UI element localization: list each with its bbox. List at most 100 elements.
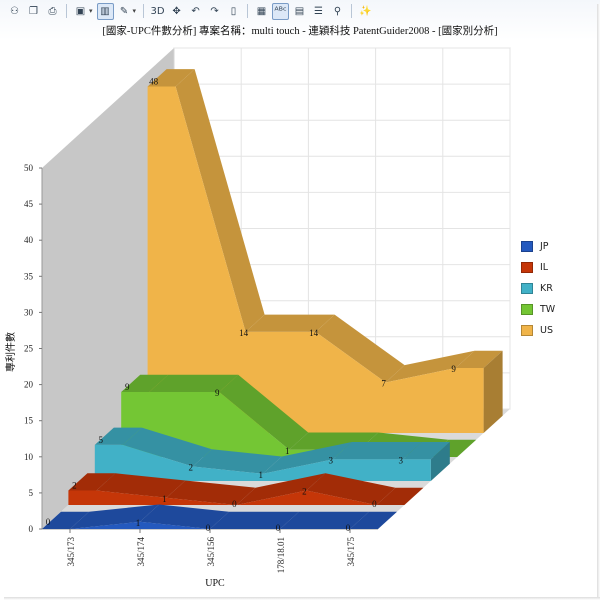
data-label: 7 (381, 378, 386, 388)
data-label: 9 (451, 364, 456, 374)
series-front-face (94, 444, 431, 481)
data-label: 1 (259, 470, 264, 480)
legend-item-tw[interactable]: TW (521, 299, 555, 320)
data-label: 0 (206, 523, 211, 533)
legend-swatch (521, 304, 533, 315)
series-top-face (192, 449, 282, 474)
series-top-face (122, 427, 212, 467)
series-front-face (42, 521, 378, 529)
series-top-face (147, 69, 195, 87)
y-tick-label: 25 (24, 344, 34, 354)
y-tick-label: 0 (29, 524, 34, 534)
legend-button[interactable]: ☰ (310, 3, 327, 20)
gridlines-icon: ▤ (294, 5, 305, 17)
legend-swatch (521, 262, 533, 273)
toolbar-separator (66, 4, 67, 18)
rotate-right-icon: ↷ (210, 5, 219, 17)
book-icon: ▯ (230, 5, 237, 17)
legend-label: JP (540, 241, 549, 252)
data-label: 1 (136, 518, 141, 528)
series-front-face (68, 490, 405, 505)
book-button[interactable]: ▯ (225, 3, 242, 20)
gridlines-button[interactable]: ▤ (291, 3, 308, 20)
series-top-face (70, 504, 160, 529)
series-top-face (140, 504, 230, 529)
y-tick-label: 30 (24, 307, 34, 317)
move-button[interactable]: ✥ (168, 3, 185, 20)
data-label: 9 (125, 382, 130, 392)
wand-button[interactable]: ✨ (357, 3, 374, 20)
palette-button[interactable]: ✎ (116, 3, 133, 20)
legend-item-jp[interactable]: JP (521, 236, 555, 257)
palette-icon: ✎ (119, 5, 129, 17)
y-tick-label: 20 (24, 380, 34, 390)
series-top-face (262, 442, 352, 474)
y-tick-label: 35 (24, 271, 34, 281)
data-label: 0 (346, 523, 351, 533)
data-label: 3 (399, 455, 404, 465)
chart-title: [國家-UPC件數分析] 專案名稱：multi touch - 連穎科技 Pat… (102, 26, 498, 37)
legend-swatch (521, 283, 533, 294)
series-top-face (455, 350, 503, 369)
frame-shadow-bottom (4, 597, 600, 600)
legend-item-kr[interactable]: KR (521, 278, 555, 299)
toolbar-separator (247, 4, 249, 18)
series-us: 48 14 14 7 9 (147, 69, 503, 433)
series-side-face (483, 350, 503, 433)
dropdown-arrow-icon[interactable]: ▾ (89, 7, 93, 15)
label-button[interactable]: ᴬᴮᶜ (272, 2, 290, 20)
users-icon: ⚇ (10, 5, 19, 17)
series-top-face (315, 314, 405, 383)
3d-icon: 3D (150, 5, 165, 17)
x-tick-label: 345/173 (66, 537, 76, 567)
rotate-left-icon: ↶ (191, 5, 200, 17)
data-label: 0 (372, 499, 377, 509)
data-label: 9 (215, 388, 220, 398)
chart-toolbar: ⚇ ❐ ⎙ ▣ ▾ ▥ ✎ ▾ 3D ✥ ↶ ↷ ▯ ▦ ᴬᴮᶜ ▤ ☰ ⚲ ✨ (0, 0, 600, 22)
chart-legend: JP IL KR TW US (521, 236, 555, 341)
legend-item-us[interactable]: US (521, 320, 555, 341)
copy-button[interactable]: ❐ (25, 3, 42, 20)
label-icon: ᴬᴮᶜ (274, 5, 287, 17)
chart-type-icon: ▥ (100, 5, 110, 17)
series-side-face (430, 442, 450, 481)
series-front-face (147, 86, 484, 433)
y-tick-label: 5 (29, 488, 34, 498)
legend-label: KR (540, 283, 553, 294)
data-label: 1 (162, 494, 167, 504)
rotate-right-button[interactable]: ↷ (206, 3, 223, 20)
legend-item-il[interactable]: IL (521, 257, 555, 278)
data-label: 1 (285, 446, 290, 456)
data-label: 0 (276, 523, 281, 533)
series-top-face (219, 374, 309, 450)
series-top-face (332, 442, 422, 460)
data-label: 48 (149, 76, 159, 86)
series-top-face (149, 374, 239, 393)
series-top-face (210, 511, 300, 529)
data-label: 0 (232, 499, 237, 509)
legend-swatch (521, 325, 533, 336)
zoom-button[interactable]: ⚲ (329, 3, 346, 20)
data-table-button[interactable]: ▦ (253, 3, 270, 20)
users-button[interactable]: ⚇ (6, 3, 23, 20)
legend-icon: ☰ (314, 5, 324, 17)
series-top-face (68, 473, 116, 491)
copy-icon: ❐ (29, 5, 38, 17)
series-top-face (175, 69, 265, 332)
image-button[interactable]: ▣ (72, 3, 89, 20)
series-top-face (376, 487, 424, 505)
chart-type-button[interactable]: ▥ (96, 2, 114, 20)
series-top-face (94, 427, 142, 445)
rotate-left-button[interactable]: ↶ (187, 3, 204, 20)
wand-icon: ✨ (359, 5, 372, 17)
toolbar-separator (351, 4, 353, 18)
legend-label: TW (540, 304, 556, 315)
data-label: 2 (72, 481, 77, 491)
move-icon: ✥ (172, 5, 181, 17)
dropdown-arrow-icon[interactable]: ▾ (132, 7, 137, 15)
3d-button[interactable]: 3D (149, 3, 166, 20)
series-top-face (306, 473, 396, 505)
x-tick-label: 345/175 (346, 537, 356, 567)
print-button[interactable]: ⎙ (44, 3, 61, 20)
series-top-face (121, 374, 169, 393)
